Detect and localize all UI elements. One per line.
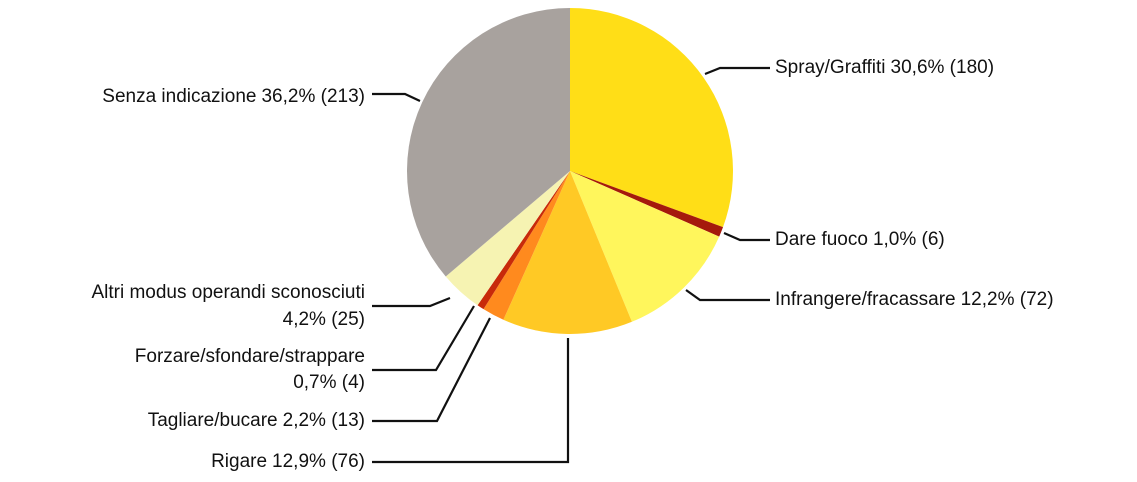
leader-line (372, 305, 475, 372)
leader-line (372, 338, 570, 464)
category-label: Forzare/sfondare/strappare (135, 346, 365, 367)
category-label: Infrangere/fracassare (775, 289, 956, 310)
pie-slice (445, 171, 570, 306)
slice-label: Rigare 12,9% (76) (211, 451, 365, 472)
value-label: 1,0% (6) (873, 229, 945, 250)
slice-label: Senza indicazione 36,2% (213) (102, 86, 365, 107)
value-label: 12,9% (76) (272, 451, 365, 472)
value-label: 30,6% (180) (891, 57, 995, 78)
slice-label: Infrangere/fracassare 12,2% (72) (775, 289, 1054, 310)
value-label: 12,2% (72) (961, 289, 1054, 310)
slice-label: Dare fuoco 1,0% (6) (775, 229, 945, 250)
slice-label: Tagliare/bucare 2,2% (13) (148, 410, 365, 431)
pie-slice (407, 8, 570, 277)
category-label: Tagliare/bucare (148, 410, 278, 431)
category-label: Rigare (211, 451, 267, 472)
pie-slice (570, 171, 724, 237)
value-label: 2,2% (13) (283, 410, 365, 431)
pie-slice (483, 171, 570, 320)
leader-line (685, 289, 770, 302)
pie-slice (570, 8, 733, 228)
slice-label: Spray/Graffiti 30,6% (180) (775, 57, 994, 78)
leader-line (704, 66, 770, 76)
pie-slice (570, 171, 720, 322)
category-label: Senza indicazione (102, 86, 256, 107)
category-label: Dare fuoco (775, 229, 868, 250)
leader-line (372, 317, 491, 423)
value-label: 4,2% (25) (283, 309, 365, 330)
pie-slice (503, 171, 632, 335)
category-label: Spray/Graffiti (775, 57, 886, 78)
leader-line (372, 296, 451, 308)
value-label: 36,2% (213) (261, 86, 365, 107)
value-label: 0,7% (4) (293, 372, 365, 393)
pie-slice (477, 171, 570, 310)
category-label: Altri modus operandi sconosciuti (91, 282, 365, 303)
leader-line (372, 92, 421, 102)
leader-line (723, 231, 770, 242)
